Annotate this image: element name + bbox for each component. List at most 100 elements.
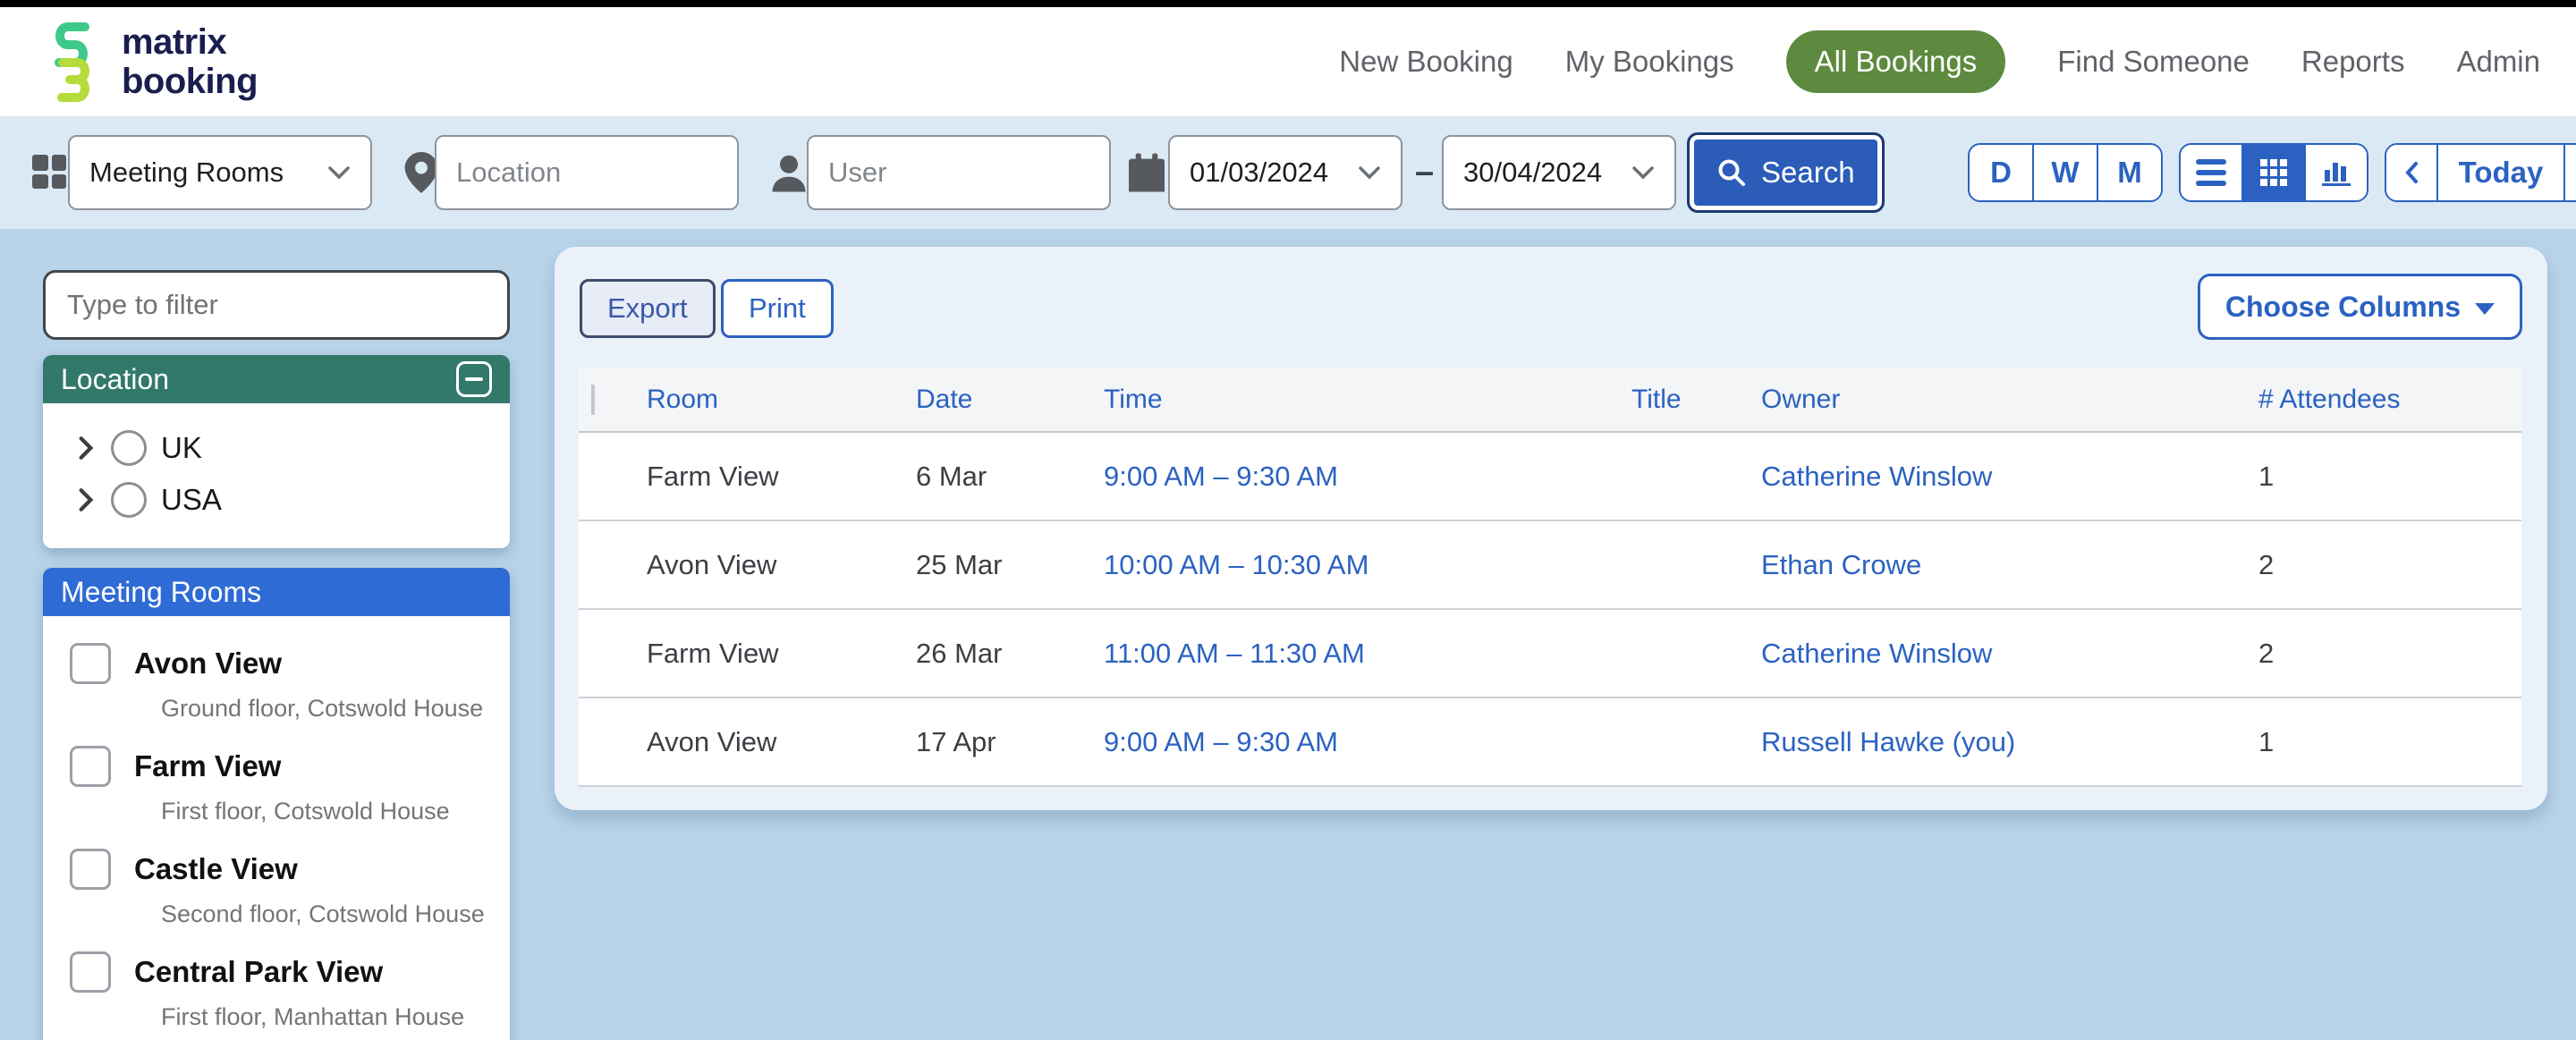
room-list-item: Central Park View First floor, Manhattan… <box>70 951 510 1031</box>
booking-time-link[interactable]: 10:00 AM – 10:30 AM <box>1104 548 1369 580</box>
col-header-owner[interactable]: Owner <box>1761 385 1841 414</box>
meeting-rooms-panel-header[interactable]: Meeting Rooms <box>43 568 510 616</box>
col-header-title[interactable]: Title <box>1631 385 1682 414</box>
meeting-rooms-panel: Meeting Rooms Avon View Ground floor, Co… <box>43 568 510 1040</box>
room-detail: First floor, Cotswold House <box>161 798 450 824</box>
brand-line2: booking <box>122 62 258 101</box>
chevron-right-icon[interactable] <box>75 435 97 461</box>
prev-button[interactable] <box>2386 145 2436 200</box>
room-checkbox[interactable] <box>70 746 111 787</box>
user-field-wrap <box>807 135 1111 210</box>
chevron-down-icon <box>1631 165 1655 181</box>
app-header: matrix booking New Booking My Bookings A… <box>0 7 2576 116</box>
room-row[interactable]: Castle View <box>70 849 510 890</box>
chevron-down-icon <box>327 165 351 181</box>
collapse-icon[interactable] <box>456 361 492 397</box>
location-panel-title: Location <box>61 362 169 395</box>
period-week-button[interactable]: W <box>2032 145 2097 200</box>
cell-room: Farm View <box>647 460 779 492</box>
chart-view-button[interactable] <box>2304 145 2367 200</box>
location-label: UK <box>161 431 202 464</box>
filter-sidebar: Location UK USA <box>43 270 510 1040</box>
export-button[interactable]: Export <box>580 279 716 338</box>
user-input[interactable] <box>809 156 1109 189</box>
room-name: Central Park View <box>134 955 384 988</box>
nav-admin[interactable]: Admin <box>2456 45 2540 78</box>
nav-find-someone[interactable]: Find Someone <box>2057 45 2250 78</box>
room-checkbox[interactable] <box>70 951 111 993</box>
nav-all-bookings[interactable]: All Bookings <box>1785 30 2006 93</box>
location-tree: UK USA <box>43 403 510 548</box>
list-view-button[interactable] <box>2181 145 2241 200</box>
location-radio[interactable] <box>111 430 147 466</box>
brand-logo: matrix booking <box>43 17 258 106</box>
table-header-row: Room Date Time Title Owner # Attendees <box>579 368 2521 433</box>
user-icon <box>771 153 807 192</box>
room-checkbox[interactable] <box>70 849 111 890</box>
location-panel: Location UK USA <box>43 355 510 548</box>
date-from-select[interactable]: 01/03/2024 <box>1168 135 1402 210</box>
location-pin-icon <box>404 152 438 193</box>
choose-columns-label: Choose Columns <box>2224 290 2461 323</box>
room-row[interactable]: Farm View <box>70 746 510 787</box>
location-label: USA <box>161 483 222 516</box>
table-row[interactable]: Farm View 26 Mar 11:00 AM – 11:30 AM Cat… <box>579 610 2521 698</box>
today-button[interactable]: Today <box>2436 145 2563 200</box>
print-button[interactable]: Print <box>721 279 834 338</box>
bookings-results-card: Export Print Choose Columns Room Date Ti… <box>555 247 2547 810</box>
cell-room: Avon View <box>647 548 777 580</box>
choose-columns-button[interactable]: Choose Columns <box>2197 274 2522 340</box>
chevron-right-icon[interactable] <box>75 486 97 513</box>
select-all-checkbox[interactable] <box>591 385 595 415</box>
search-button-label: Search <box>1761 156 1855 189</box>
date-range-separator: – <box>1415 153 1435 191</box>
table-row[interactable]: Avon View 25 Mar 10:00 AM – 10:30 AM Eth… <box>579 521 2521 610</box>
nav-new-booking[interactable]: New Booking <box>1339 45 1513 78</box>
list-view-icon <box>2196 159 2226 186</box>
period-day-button[interactable]: D <box>1970 145 2032 200</box>
col-header-date[interactable]: Date <box>916 385 973 414</box>
nav-my-bookings[interactable]: My Bookings <box>1564 45 1734 78</box>
grid-view-icon <box>2260 159 2287 186</box>
brand-wordmark: matrix booking <box>122 22 258 101</box>
period-month-button[interactable]: M <box>2097 145 2161 200</box>
col-header-attendees[interactable]: # Attendees <box>2258 385 2401 414</box>
owner-link[interactable]: Catherine Winslow <box>1761 637 1993 669</box>
search-button[interactable]: Search <box>1687 132 1885 213</box>
room-row[interactable]: Central Park View <box>70 951 510 993</box>
room-list-item: Farm View First floor, Cotswold House <box>70 746 510 825</box>
cell-date: 6 Mar <box>916 460 987 492</box>
cell-attendees: 2 <box>2258 637 2275 669</box>
owner-link[interactable]: Ethan Crowe <box>1761 548 1922 580</box>
date-from-value: 01/03/2024 <box>1190 156 1329 188</box>
nav-reports[interactable]: Reports <box>2301 45 2405 78</box>
owner-link[interactable]: Catherine Winslow <box>1761 460 1993 492</box>
location-tree-item-usa[interactable]: USA <box>75 482 510 518</box>
date-to-value: 30/04/2024 <box>1463 156 1603 188</box>
sidebar-filter-input[interactable] <box>43 270 510 340</box>
table-row[interactable]: Farm View 6 Mar 9:00 AM – 9:30 AM Cather… <box>579 433 2521 521</box>
col-header-time[interactable]: Time <box>1104 385 1163 414</box>
owner-link[interactable]: Russell Hawke (you) <box>1761 725 2016 757</box>
room-checkbox[interactable] <box>70 643 111 684</box>
bookings-table: Room Date Time Title Owner # Attendees F… <box>579 368 2521 787</box>
date-to-select[interactable]: 30/04/2024 <box>1442 135 1676 210</box>
location-input[interactable] <box>436 156 737 189</box>
booking-type-select[interactable]: Meeting Rooms <box>68 135 372 210</box>
location-tree-item-uk[interactable]: UK <box>75 430 510 466</box>
cell-attendees: 1 <box>2258 460 2275 492</box>
booking-time-link[interactable]: 9:00 AM – 9:30 AM <box>1104 725 1338 757</box>
booking-type-value: Meeting Rooms <box>89 156 284 188</box>
booking-type-icon <box>30 153 70 192</box>
booking-time-link[interactable]: 9:00 AM – 9:30 AM <box>1104 460 1338 492</box>
next-button[interactable] <box>2563 145 2576 200</box>
room-row[interactable]: Avon View <box>70 643 510 684</box>
location-radio[interactable] <box>111 482 147 518</box>
grid-view-button[interactable] <box>2241 145 2304 200</box>
table-row[interactable]: Avon View 17 Apr 9:00 AM – 9:30 AM Russe… <box>579 698 2521 787</box>
date-nav-group: Today <box>2385 143 2576 202</box>
col-header-room[interactable]: Room <box>647 385 719 414</box>
location-panel-header[interactable]: Location <box>43 355 510 403</box>
location-field-wrap <box>435 135 739 210</box>
booking-time-link[interactable]: 11:00 AM – 11:30 AM <box>1104 637 1365 669</box>
